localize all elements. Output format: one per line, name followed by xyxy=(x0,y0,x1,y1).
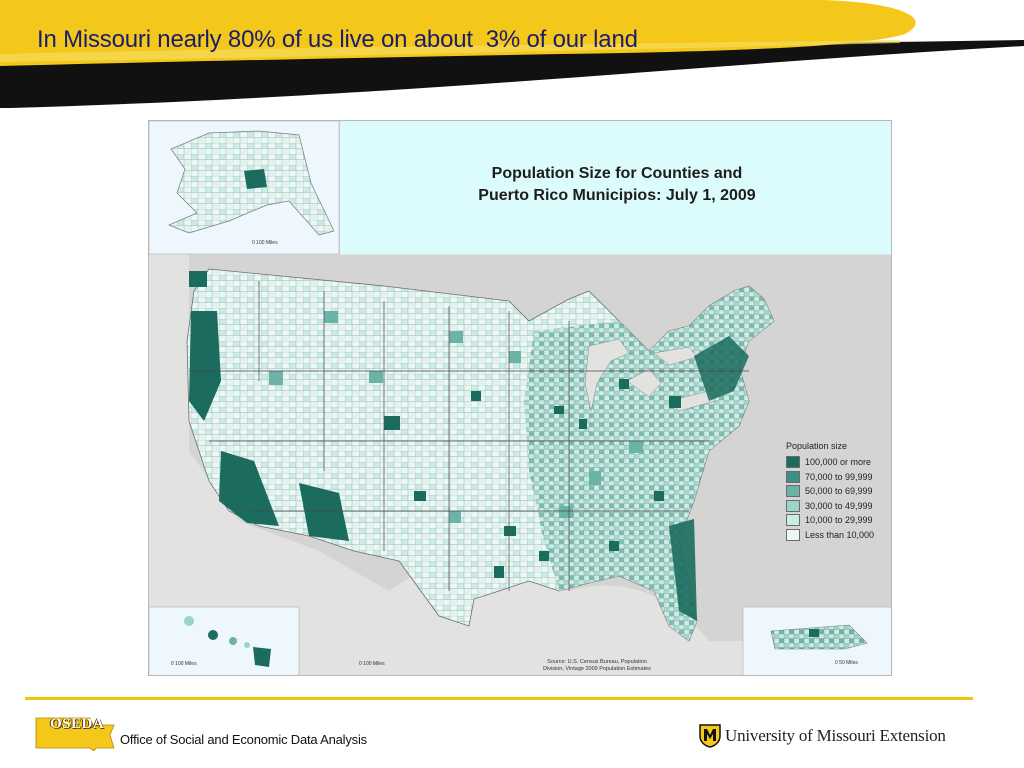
great-lakes xyxy=(584,338,716,412)
lower48-scale-label: 0 100 Miles xyxy=(359,661,385,667)
source-line-2: Division, Vintage 2009 Population Estima… xyxy=(543,666,651,672)
organization-name: Office of Social and Economic Data Analy… xyxy=(120,732,367,747)
header-gold-highlight xyxy=(0,40,900,62)
university-extension-name: University of Missouri Extension xyxy=(725,726,946,745)
map-canvas: 0 100 Miles 0 100 Miles 0 100 Miles 0 50… xyxy=(149,121,891,675)
hawaii-inset xyxy=(149,606,300,675)
legend-item: 10,000 to 29,999 xyxy=(786,513,874,528)
legend-item: 70,000 to 99,999 xyxy=(786,470,874,485)
legend-label: Less than 10,000 xyxy=(805,529,875,540)
legend-item: 50,000 to 69,999 xyxy=(786,484,874,499)
map-legend: Population size 100,000 or more 70,000 t… xyxy=(786,441,874,542)
hawaii-scale-label: 0 100 Miles xyxy=(171,661,197,667)
legend-item: Less than 10,000 xyxy=(786,528,874,543)
university-shield-icon xyxy=(699,724,721,748)
legend-swatch xyxy=(786,456,800,469)
legend-swatch xyxy=(786,485,800,498)
puerto-rico-inset xyxy=(742,606,891,675)
alaska-scale-label: 0 100 Miles xyxy=(252,240,278,246)
legend-label: 30,000 to 49,999 xyxy=(805,500,873,511)
state-boundaries xyxy=(189,281,749,591)
legend-swatch xyxy=(786,514,800,527)
header-swoosh xyxy=(0,0,1024,108)
legend-swatch xyxy=(786,470,800,483)
map-title-box: Population Size for Counties and Puerto … xyxy=(339,121,891,254)
map-title: Population Size for Counties and Puerto … xyxy=(340,163,891,207)
missouri-state-shape-icon xyxy=(35,717,115,751)
legend-title: Population size xyxy=(786,441,848,451)
legend-swatch xyxy=(786,528,800,541)
oseda-logo-text: OSEDA xyxy=(50,716,105,732)
legend-label: 100,000 or more xyxy=(805,457,872,468)
legend-item: 100,000 or more xyxy=(786,455,874,470)
map-title-line1: Population Size for Counties and xyxy=(491,165,743,182)
legend-swatch xyxy=(786,499,800,512)
source-line-1: Source: U.S. Census Bureau, Population xyxy=(547,659,647,665)
slide-title: In Missouri nearly 80% of us live on abo… xyxy=(37,26,638,53)
population-map: 0 100 Miles 0 100 Miles 0 100 Miles 0 50… xyxy=(148,120,892,676)
oseda-logo xyxy=(35,717,115,751)
puerto-rico-scale-label: 0 50 Miles xyxy=(835,660,858,666)
legend-label: 70,000 to 99,999 xyxy=(805,471,873,482)
alaska-inset xyxy=(149,121,340,255)
legend-label: 10,000 to 29,999 xyxy=(805,515,873,526)
mid-counties xyxy=(269,311,643,523)
legend-label: 50,000 to 69,999 xyxy=(805,486,873,497)
map-source-note: Source: U.S. Census Bureau, Population D… xyxy=(527,659,667,673)
legend-item: 30,000 to 49,999 xyxy=(786,499,874,514)
footer-divider xyxy=(25,697,973,700)
dense-counties xyxy=(189,271,749,621)
map-title-line2: Puerto Rico Municipios: July 1, 2009 xyxy=(478,187,756,204)
